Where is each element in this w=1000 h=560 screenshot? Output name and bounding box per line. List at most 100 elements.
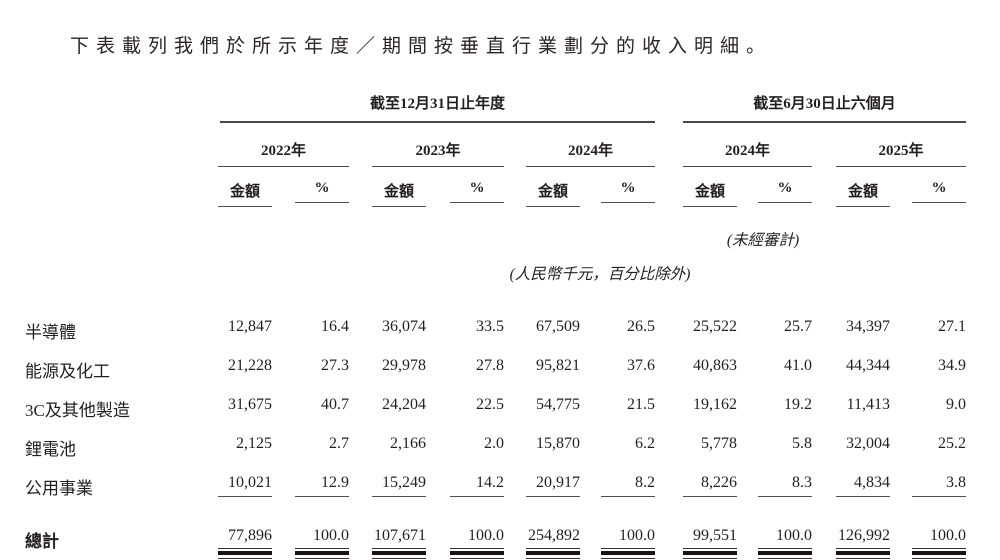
year-header-2025-6m: 2025年 bbox=[836, 139, 966, 167]
cell-value: 11,413 bbox=[846, 396, 890, 413]
total-value: 100.0 bbox=[930, 527, 966, 544]
cell-value: 25.7 bbox=[784, 318, 812, 335]
total-label: 總計 bbox=[25, 532, 59, 551]
cell-value: 44,344 bbox=[846, 357, 890, 374]
cell-value: 2,125 bbox=[236, 435, 272, 452]
col-header-percent: % bbox=[450, 180, 504, 203]
cell-value: 8,226 bbox=[683, 474, 737, 497]
year-header-2022: 2022年 bbox=[218, 139, 349, 167]
cell-value: 12.9 bbox=[295, 474, 349, 497]
cell-value: 27.3 bbox=[321, 357, 349, 374]
total-value: 126,992 bbox=[838, 527, 890, 544]
total-double-rule bbox=[295, 548, 349, 559]
row-label: 半導體 bbox=[25, 323, 76, 342]
cell-value: 29,978 bbox=[382, 357, 426, 374]
cell-value: 33.5 bbox=[476, 318, 504, 335]
total-double-rule bbox=[912, 548, 966, 559]
total-value: 99,551 bbox=[693, 527, 737, 544]
cell-value: 6.2 bbox=[635, 435, 655, 452]
cell-value: 95,821 bbox=[536, 357, 580, 374]
col-header-amount: 金額 bbox=[372, 180, 426, 207]
cell-value: 32,004 bbox=[846, 435, 890, 452]
cell-value: 25,522 bbox=[693, 318, 737, 335]
cell-value: 40,863 bbox=[693, 357, 737, 374]
cell-value: 14.2 bbox=[450, 474, 504, 497]
intro-text: 下表載列我們於所示年度／期間按垂直行業劃分的收入明細。 bbox=[70, 36, 773, 57]
cell-value: 26.5 bbox=[627, 318, 655, 335]
unit-note: (人民幣千元，百分比除外) bbox=[509, 266, 691, 283]
col-header-amount: 金額 bbox=[218, 180, 272, 207]
cell-value: 5,778 bbox=[701, 435, 737, 452]
cell-value: 54,775 bbox=[536, 396, 580, 413]
year-header-2024-6m: 2024年 bbox=[683, 139, 812, 167]
col-header-amount: 金額 bbox=[526, 180, 580, 207]
col-header-percent: % bbox=[601, 180, 655, 203]
cell-value: 16.4 bbox=[321, 318, 349, 335]
cell-value: 12,847 bbox=[228, 318, 272, 335]
cell-value: 8.2 bbox=[601, 474, 655, 497]
table-row: 鋰電池 2,125 2.7 2,166 2.0 15,870 6.2 5,778… bbox=[25, 435, 966, 474]
total-value: 100.0 bbox=[619, 527, 655, 544]
col-header-amount: 金額 bbox=[683, 180, 737, 207]
revenue-table: 截至12月31日止年度 截至6月30日止六個月 2022年 2023年 2024… bbox=[25, 88, 966, 559]
cell-value: 3.8 bbox=[912, 474, 966, 497]
cell-value: 27.8 bbox=[476, 357, 504, 374]
total-double-rule bbox=[758, 548, 812, 559]
group-header-row: 截至12月31日止年度 截至6月30日止六個月 bbox=[25, 92, 966, 123]
group-header-interim: 截至6月30日止六個月 bbox=[683, 92, 966, 123]
unaudited-note: (未經審計) bbox=[726, 232, 800, 249]
total-double-rule bbox=[601, 548, 655, 559]
total-double-rule bbox=[372, 548, 426, 559]
cell-value: 36,074 bbox=[382, 318, 426, 335]
cell-value: 21.5 bbox=[627, 396, 655, 413]
total-value: 107,671 bbox=[374, 527, 426, 544]
total-double-rule bbox=[683, 548, 737, 559]
cell-value: 19,162 bbox=[693, 396, 737, 413]
col-header-amount: 金額 bbox=[836, 180, 890, 207]
sub-header-row: 金額 % 金額 % 金額 % 金額 % 金額 % bbox=[25, 180, 966, 207]
total-row: 總計 77,896 100.0 107,671 100.0 254,892 10… bbox=[25, 527, 966, 559]
cell-value: 27.1 bbox=[938, 318, 966, 335]
cell-value: 22.5 bbox=[476, 396, 504, 413]
cell-value: 20,917 bbox=[526, 474, 580, 497]
table-row: 3C及其他製造 31,675 40.7 24,204 22.5 54,775 2… bbox=[25, 396, 966, 435]
year-header-2024: 2024年 bbox=[526, 139, 655, 167]
cell-value: 31,675 bbox=[228, 396, 272, 413]
cell-value: 67,509 bbox=[536, 318, 580, 335]
total-value: 254,892 bbox=[528, 527, 580, 544]
year-header-row: 2022年 2023年 2024年 2024年 2025年 bbox=[25, 139, 966, 167]
col-header-percent: % bbox=[295, 180, 349, 203]
cell-value: 40.7 bbox=[321, 396, 349, 413]
table-row: 半導體 12,847 16.4 36,074 33.5 67,509 26.5 … bbox=[25, 318, 966, 357]
cell-value: 5.8 bbox=[792, 435, 812, 452]
row-label: 能源及化工 bbox=[25, 362, 110, 381]
table-body: 半導體 12,847 16.4 36,074 33.5 67,509 26.5 … bbox=[25, 318, 966, 559]
cell-value: 34,397 bbox=[846, 318, 890, 335]
cell-value: 41.0 bbox=[784, 357, 812, 374]
total-double-rule bbox=[218, 548, 272, 559]
total-value: 100.0 bbox=[313, 527, 349, 544]
col-header-percent: % bbox=[758, 180, 812, 203]
total-value: 100.0 bbox=[776, 527, 812, 544]
year-header-2023: 2023年 bbox=[372, 139, 504, 167]
total-value: 77,896 bbox=[228, 527, 272, 544]
total-double-rule bbox=[526, 548, 580, 559]
row-label: 3C及其他製造 bbox=[25, 401, 130, 420]
cell-value: 24,204 bbox=[382, 396, 426, 413]
table-row: 公用事業 10,021 12.9 15,249 14.2 20,917 8.2 … bbox=[25, 474, 966, 513]
cell-value: 15,870 bbox=[536, 435, 580, 452]
cell-value: 34.9 bbox=[938, 357, 966, 374]
row-label: 公用事業 bbox=[25, 479, 93, 498]
total-double-rule bbox=[836, 548, 890, 559]
table-row: 能源及化工 21,228 27.3 29,978 27.8 95,821 37.… bbox=[25, 357, 966, 396]
cell-value: 9.0 bbox=[946, 396, 966, 413]
cell-value: 21,228 bbox=[228, 357, 272, 374]
cell-value: 15,249 bbox=[372, 474, 426, 497]
cell-value: 2,166 bbox=[390, 435, 426, 452]
cell-value: 2.0 bbox=[484, 435, 504, 452]
cell-value: 4,834 bbox=[836, 474, 890, 497]
row-label: 鋰電池 bbox=[25, 440, 76, 459]
col-header-percent: % bbox=[912, 180, 966, 203]
cell-value: 25.2 bbox=[938, 435, 966, 452]
group-header-annual: 截至12月31日止年度 bbox=[220, 92, 655, 123]
